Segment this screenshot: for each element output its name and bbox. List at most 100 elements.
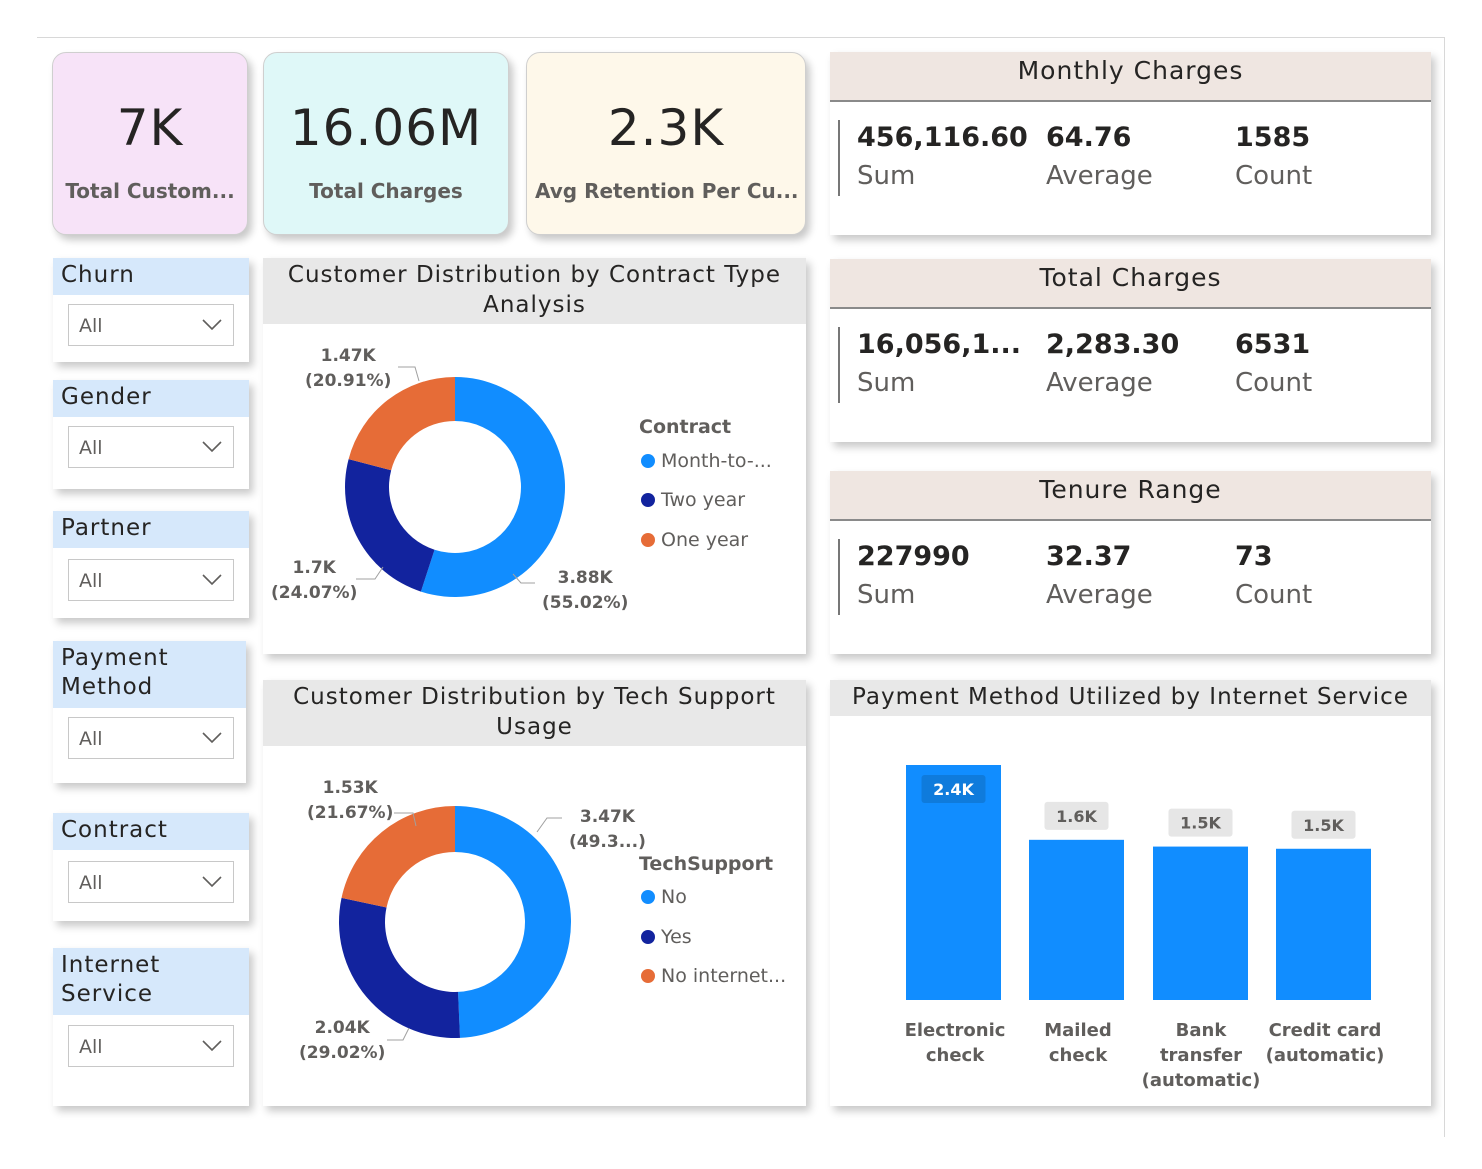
- average-column: 64.76 Average: [1046, 122, 1153, 191]
- data-label-value: 3.88K: [557, 568, 613, 588]
- data-label-percent: (29.02%): [299, 1043, 386, 1063]
- count-label: Count: [1235, 368, 1313, 398]
- card-title: Monthly Charges: [830, 52, 1431, 102]
- data-label-yes: 2.04K (29.02%): [299, 1016, 385, 1066]
- data-label-background: [1168, 808, 1233, 837]
- card-divider: [838, 327, 840, 403]
- tenure-range-card[interactable]: Tenure Range 227990 Sum 32.37 Average 73…: [830, 471, 1431, 654]
- slicer-internet-service: Internet Service All: [53, 948, 249, 1106]
- legend-item-no-internet[interactable]: No internet...: [641, 965, 786, 987]
- report-canvas: [37, 37, 1445, 1137]
- legend-item-one-year[interactable]: One year: [641, 529, 748, 551]
- legend-label: Month-to-...: [661, 450, 772, 472]
- chart-title-line: Customer Distribution by Contract Type: [287, 262, 782, 288]
- donut-slice-yes[interactable]: [339, 897, 461, 1038]
- bar-2[interactable]: [1153, 846, 1248, 1000]
- sum-label: Sum: [857, 580, 916, 610]
- donut-slice-two-year[interactable]: [345, 459, 435, 592]
- average-label: Average: [1046, 368, 1153, 398]
- sum-label: Sum: [857, 161, 916, 191]
- category-line: Bank: [1175, 1020, 1227, 1041]
- slicer-title: Contract: [53, 813, 249, 850]
- leader-line: [394, 812, 417, 827]
- kpi-label: Total Charges: [309, 179, 463, 203]
- average-column: 2,283.30 Average: [1046, 329, 1179, 398]
- leader-line: [536, 817, 562, 833]
- legend-label: One year: [661, 529, 749, 551]
- legend-dot-icon: [641, 454, 655, 468]
- sum-value: 227990: [857, 541, 970, 572]
- dropdown-value: All: [79, 315, 103, 337]
- payment-method-bar-panel[interactable]: Payment Method Utilized by Internet Serv…: [830, 680, 1431, 1106]
- chart-title: Customer Distribution by Contract Type A…: [263, 258, 806, 324]
- chevron-down-icon: [202, 319, 222, 331]
- donut-slice-no-internet[interactable]: [341, 806, 455, 908]
- count-column: 6531 Count: [1235, 329, 1312, 398]
- internet-service-dropdown[interactable]: All: [68, 1025, 234, 1067]
- partner-dropdown[interactable]: All: [68, 559, 234, 601]
- legend-item-month-to-month[interactable]: Month-to-...: [641, 450, 772, 472]
- kpi-card-avg-retention[interactable]: 2.3K Avg Retention Per Cu...: [526, 52, 806, 235]
- bar-data-label: 1.6K: [1056, 807, 1097, 826]
- category-line: check: [1048, 1045, 1108, 1066]
- slicer-title: Churn: [53, 258, 249, 295]
- data-label-background: [1044, 801, 1109, 830]
- contract-donut-panel[interactable]: Customer Distribution by Contract Type A…: [263, 258, 806, 654]
- data-label-value: 1.7K: [292, 558, 336, 578]
- bar-1[interactable]: [1029, 839, 1124, 1000]
- donut-slice-one-year[interactable]: [348, 377, 455, 471]
- data-label-percent: (55.02%): [542, 593, 629, 613]
- legend-item-yes[interactable]: Yes: [641, 926, 692, 948]
- churn-dropdown[interactable]: All: [68, 304, 234, 346]
- legend-label: Two year: [661, 489, 746, 511]
- donut-slice-no[interactable]: [455, 806, 572, 1038]
- kpi-value: 7K: [116, 99, 184, 157]
- category-line: (automatic): [1141, 1070, 1261, 1091]
- gender-dropdown[interactable]: All: [68, 426, 234, 468]
- legend-item-no[interactable]: No: [641, 886, 687, 908]
- count-label: Count: [1235, 161, 1313, 191]
- contract-donut-chart: [345, 366, 565, 597]
- data-label-background: [921, 775, 986, 803]
- average-column: 32.37 Average: [1046, 541, 1153, 610]
- techsupport-donut-panel[interactable]: Customer Distribution by Tech Support Us…: [263, 680, 806, 1106]
- leader-line: [387, 1027, 410, 1041]
- slicer-contract: Contract All: [53, 813, 249, 921]
- slicer-title-line: Service: [61, 981, 154, 1007]
- donut-slice-month-to-month[interactable]: [420, 377, 565, 597]
- total-charges-card[interactable]: Total Charges 16,056,1... Sum 2,283.30 A…: [830, 259, 1431, 442]
- category-line: Credit card: [1268, 1020, 1382, 1041]
- monthly-charges-card[interactable]: Monthly Charges 456,116.60 Sum 64.76 Ave…: [830, 52, 1431, 235]
- chart-title: Payment Method Utilized by Internet Serv…: [830, 680, 1431, 716]
- category-line: (automatic): [1265, 1045, 1385, 1066]
- dropdown-value: All: [79, 872, 103, 894]
- slicer-title: Internet Service: [53, 948, 249, 1015]
- legend-dot-icon: [641, 930, 655, 944]
- data-label-background: [1291, 810, 1356, 839]
- slicer-payment-method: Payment Method All: [53, 641, 246, 783]
- dropdown-value: All: [79, 570, 103, 592]
- bar-3[interactable]: [1276, 848, 1371, 1000]
- kpi-card-total-customers[interactable]: 7K Total Custom...: [52, 52, 248, 235]
- bar-data-label: 2.4K: [933, 780, 974, 799]
- category-line: Mailed: [1044, 1020, 1112, 1041]
- sum-column: 227990 Sum: [857, 541, 970, 610]
- sum-column: 16,056,1... Sum: [857, 329, 1021, 398]
- average-label: Average: [1046, 580, 1153, 610]
- data-label-no-internet: 1.53K (21.67%): [307, 776, 393, 826]
- kpi-card-total-charges[interactable]: 16.06M Total Charges: [263, 52, 509, 235]
- data-label-one-year: 1.47K (20.91%): [305, 344, 391, 394]
- payment-method-dropdown[interactable]: All: [68, 717, 234, 759]
- data-label-percent: (21.67%): [307, 803, 394, 823]
- leader-line: [512, 573, 535, 584]
- techsupport-donut-chart: [339, 806, 572, 1041]
- count-value: 73: [1235, 541, 1273, 572]
- chart-title-line: Analysis: [483, 292, 586, 318]
- sum-value: 16,056,1...: [857, 329, 1022, 360]
- contract-dropdown[interactable]: All: [68, 861, 234, 903]
- legend-item-two-year[interactable]: Two year: [641, 489, 745, 511]
- bar-0[interactable]: [906, 765, 1001, 1000]
- average-value: 64.76: [1046, 122, 1132, 153]
- legend-title: Contract: [639, 416, 732, 438]
- average-label: Average: [1046, 161, 1153, 191]
